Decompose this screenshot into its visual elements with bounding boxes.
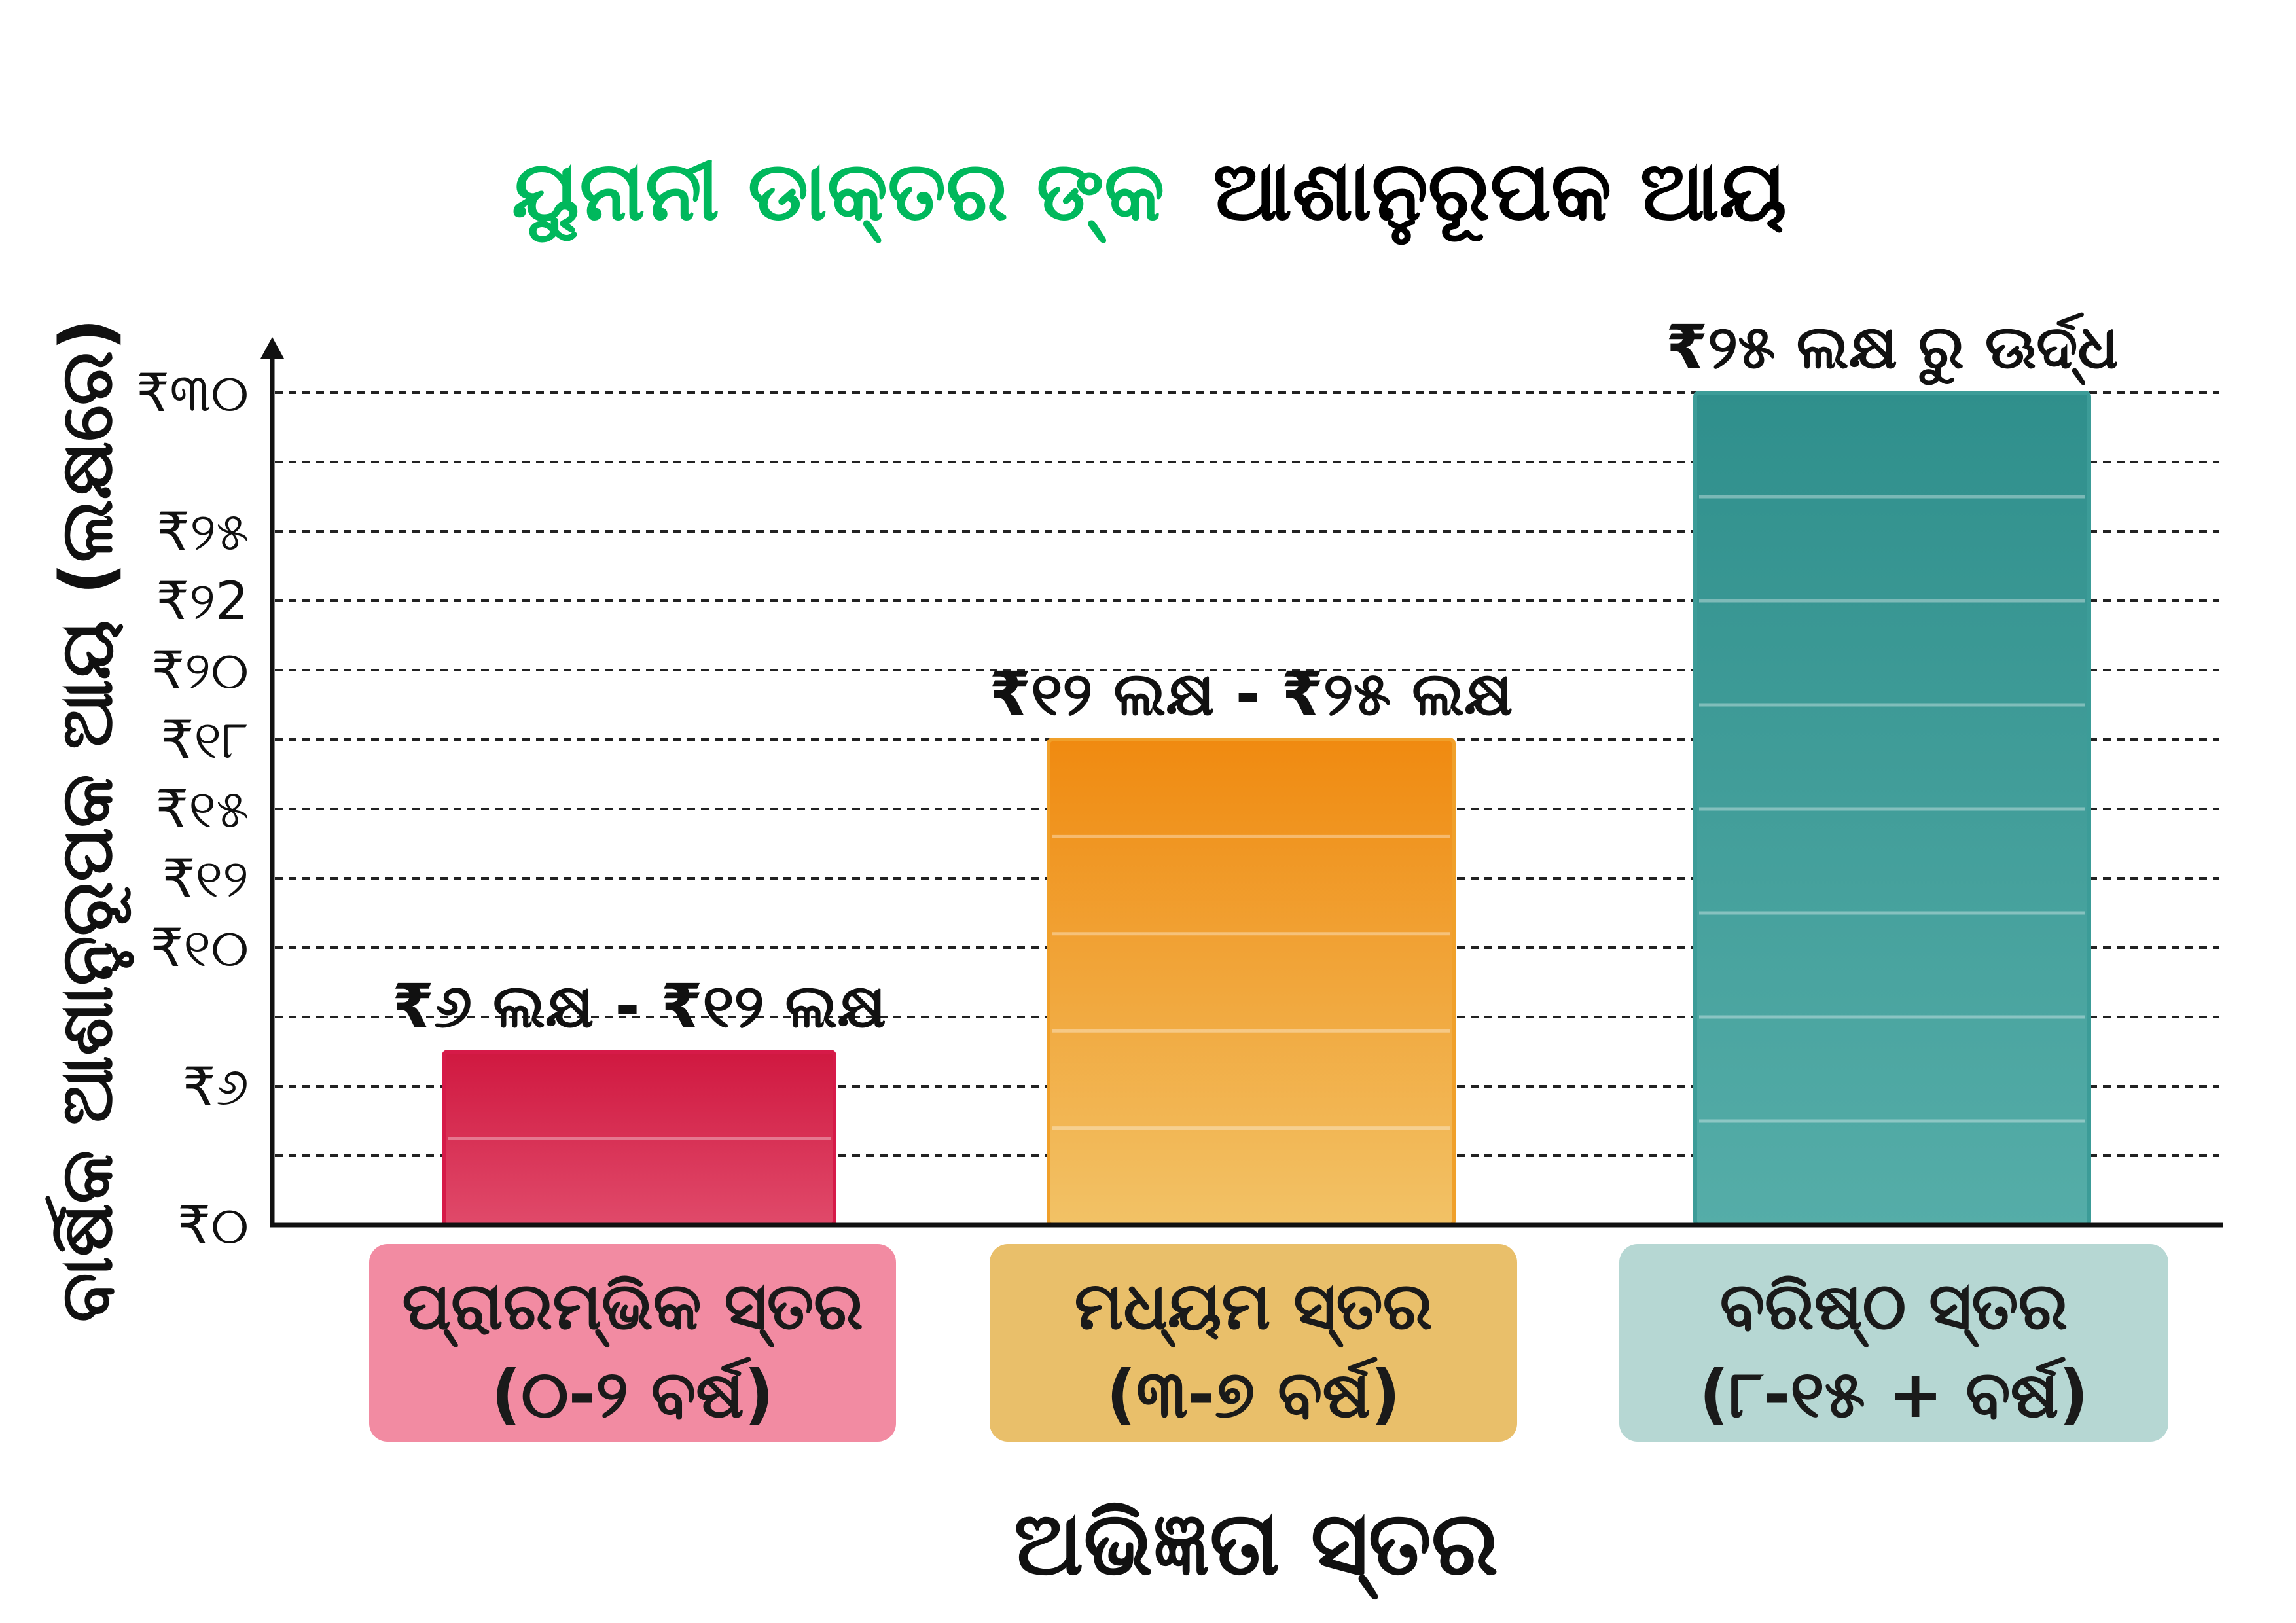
- y-tick-label: ₹୨୫: [156, 501, 249, 562]
- y-tick-label: ₹୧୦: [151, 918, 249, 978]
- bar-data-label: ₹୬ ଲକ୍ଷ - ₹୧୨ ଲକ୍ଷ: [392, 971, 886, 1041]
- y-tick-label: ₹୧୨: [162, 848, 249, 909]
- y-tick-label: ₹୧୮: [161, 709, 249, 770]
- y-tick-label: ₹୨2: [156, 571, 249, 632]
- category-label-line1: ମଧ୍ୟମ ସ୍ତର: [1075, 1268, 1433, 1347]
- title-part-black: ଆଶାନୁରୂପକ ଆୟ: [1213, 144, 1787, 245]
- y-tick-label: ₹୬: [183, 1056, 249, 1117]
- category-label-line2: (୦-୨ ବର୍ଷ): [492, 1356, 774, 1433]
- category-labels: ପ୍ରାରମ୍ଭିକ ସ୍ତର (୦-୨ ବର୍ଷ) ମଧ୍ୟମ ସ୍ତର (୩-୭ …: [369, 1244, 2168, 1442]
- bar-data-label: ₹୧୨ ଲକ୍ଷ - ₹୨୫ ଲକ୍ଷ: [989, 659, 1513, 729]
- category-box: [1619, 1244, 2168, 1442]
- bars: ₹୬ ଲକ୍ଷ - ₹୧୨ ଲକ୍ଷ ₹୧୨ ଲକ୍ଷ - ₹୨୫ ଲକ୍ଷ ₹୨୫…: [392, 312, 2119, 1227]
- y-tick-label: ₹୩୦: [136, 363, 249, 423]
- y-tick-label: ₹୨୦: [151, 640, 249, 701]
- chart-title: ୟୁନାନୀ ଡାକ୍ତର ଙ୍କ ଆଶାନୁରୂପକ ଆୟ: [512, 144, 1787, 245]
- category-label-line2: (୩-୭ ବର୍ଷ): [1106, 1356, 1401, 1433]
- y-axis-arrow: [260, 337, 284, 359]
- title-part-green: ୟୁନାନୀ ଡାକ୍ତର ଙ୍କ: [512, 144, 1164, 243]
- category-box: [990, 1244, 1517, 1442]
- category-label-line2: (୮-୧୫ + ବର୍ଷ): [1699, 1356, 2089, 1433]
- y-axis-label: ବାର୍ଷିକ ଆଶାନୁରୂପକ ଆୟ (ଲକ୍ଷରେ): [45, 318, 134, 1322]
- category-label-line1: ପ୍ରାରମ୍ଭିକ ସ୍ତର: [402, 1268, 863, 1347]
- y-tick-label: ₹୦: [177, 1195, 249, 1256]
- bar-data-label: ₹୨୫ ଲକ୍ଷ ରୁ ଊର୍ଦ୍ଧ: [1666, 312, 2118, 386]
- x-axis-label: ଅଭିଜ୍ଞତା ସ୍ତର: [1014, 1492, 1498, 1600]
- bar: [1047, 738, 1456, 1227]
- y-tick-label: ₹୧୫: [156, 779, 249, 840]
- category-label-line1: ବରିଷ୍ଠ ସ୍ତର: [1720, 1268, 2068, 1347]
- axes: [260, 337, 2223, 1228]
- y-tick-labels: ₹୦ ₹୬ ₹୧୦ ₹୧୨ ₹୧୫ ₹୧୮ ₹୨୦ ₹୨2 ₹୨୫ ₹୩୦: [136, 363, 249, 1256]
- category-box: [369, 1244, 896, 1442]
